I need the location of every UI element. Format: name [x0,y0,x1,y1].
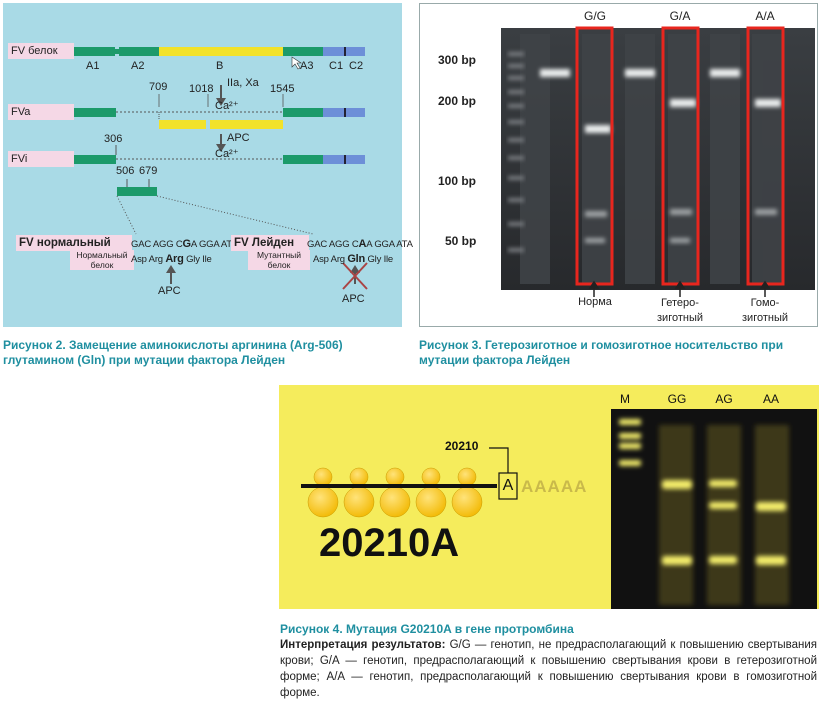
normal-protein-label: Нормальный белок [70,250,134,270]
leiden-amino-acids: Asp Arg Gln Gly Ile [313,253,394,265]
figure-2-diagram: FV белок FVa FVi A1 A2 B A3 C1 C2 709 10… [3,3,413,327]
leiden-dna-sequence: GAC AGG CAA GGA ATA [307,238,413,250]
mutation-title: 20210A [319,521,460,565]
figure-4-caption: Рисунок 4. Мутация G20210A в гене протро… [280,622,574,636]
apc-label: APC [227,132,250,144]
gel-lane-label: M [620,392,630,406]
gel-lane-label: GG [667,392,687,406]
apc-blocked-leiden: APC [342,293,365,305]
bp-marker: 200 bp [438,94,477,108]
position-506: 506 [116,165,135,177]
domain-label: A3 [300,60,314,72]
poly-a-tail: AAAAA [521,477,588,496]
genotype-normal: Норма [578,296,612,308]
fv-leiden-title: FV Лейден [231,235,309,251]
genotype-hetero: Гетеро-зиготный [657,297,703,324]
apc-cleavage-normal: APC [158,285,181,297]
gel-image [501,26,815,297]
normal-amino-acids: Asp Arg Arg Gly Ile [131,253,212,265]
mutant-protein-label: Мутантный белок [248,250,310,270]
normal-dna-sequence: GAC AGG CGA GGA ATA [131,238,238,250]
bp-marker: 300 bp [438,53,477,67]
fvi-label: FVi [8,151,74,167]
fv-protein-label: FV белок [8,43,74,59]
lane-label: G/A [669,9,691,23]
calcium-label: Ca²⁺ [215,148,239,160]
position-1018: 1018 [189,83,214,95]
lane-label: G/G [583,9,606,23]
domain-label: B [216,60,224,72]
position-709: 709 [149,81,168,93]
mutant-nucleotide: A [502,477,514,494]
domain-label: C2 [349,60,364,72]
fva-label: FVa [8,104,74,120]
cleavage-enzymes: IIa, Xa [227,77,259,89]
domain-label: A2 [131,60,145,72]
figure-3-gel: G/G G/A A/A 300 bp 200 bp 100 bp 50 bp Н… [419,3,818,327]
figure-3-caption: Рисунок 3. Гетерозиготное и гомозиготное… [419,338,784,367]
prothrombin-graphics [301,409,817,609]
calcium-label: Ca²⁺ [215,100,239,112]
position-679: 679 [139,165,158,177]
position-306: 306 [104,133,123,145]
bp-marker: 100 bp [438,174,477,188]
interpretation-text: Интерпретация результатов: G/G — генотип… [280,639,817,699]
position-1545: 1545 [270,83,295,95]
gel-lane-label: AG [715,392,733,406]
lane-label: A/A [755,9,775,23]
factor-v-diagram-graphics [71,47,368,290]
domain-label: A1 [86,60,100,72]
domain-label: C1 [329,60,344,72]
figure-4-panel: 20210 A AAAAA 20210A M GG AG AA [279,385,819,609]
position-label: 20210 [445,439,479,453]
gel-lane-label: AA [762,392,779,406]
figure-2-caption: Рисунок 2. Замещение аминокислоты аргини… [3,338,343,367]
genotype-homo: Гомо-зиготный [742,297,788,324]
fv-normal-title: FV нормальный [16,235,132,251]
bp-marker: 50 bp [445,234,477,248]
